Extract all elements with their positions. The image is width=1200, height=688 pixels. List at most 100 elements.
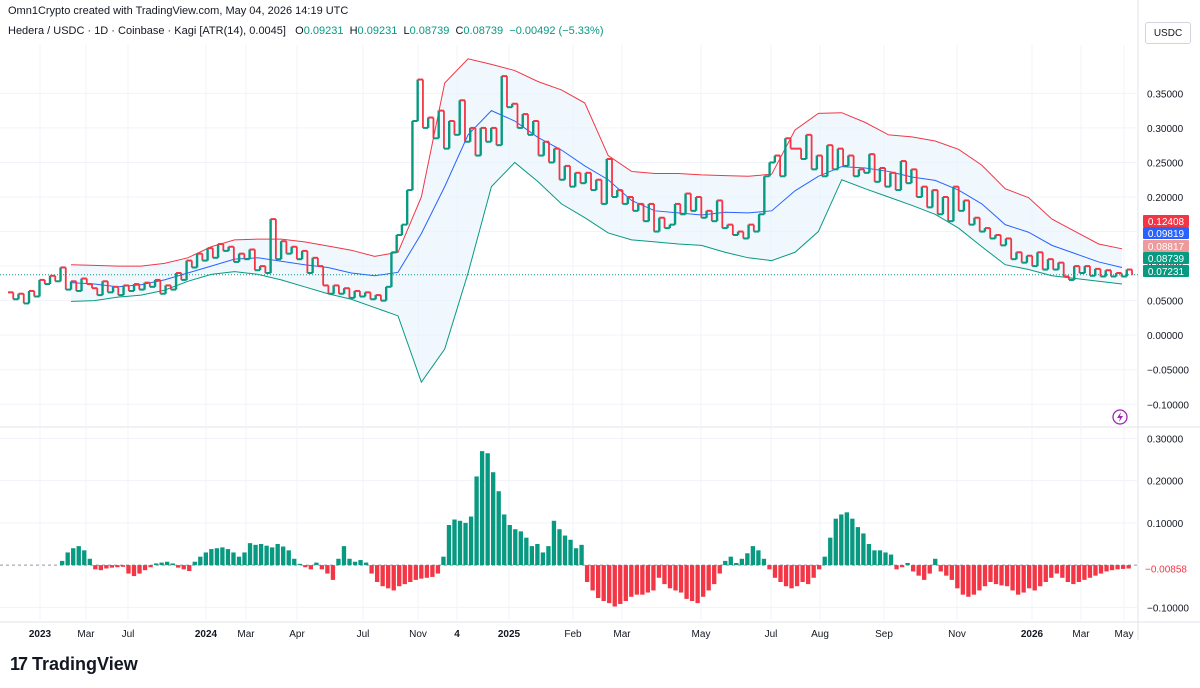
- osc-bar: [187, 565, 192, 572]
- osc-bar: [1027, 565, 1032, 589]
- osc-bar: [971, 565, 977, 595]
- osc-bar: [203, 552, 208, 566]
- osc-y-tick-label: 0.20000: [1147, 477, 1184, 488]
- x-tick-label: Jul: [122, 629, 135, 640]
- osc-bar: [772, 565, 778, 578]
- osc-bar: [198, 556, 203, 566]
- osc-bar: [706, 565, 711, 591]
- x-tick-label: Mar: [613, 629, 631, 640]
- osc-bar: [944, 565, 949, 576]
- osc-bar: [584, 565, 590, 582]
- osc-bar: [966, 565, 971, 597]
- change-value: −0.00492 (−5.33%): [509, 25, 604, 37]
- osc-bar: [192, 561, 197, 566]
- osc-bar: [104, 565, 109, 569]
- osc-bar: [358, 560, 363, 566]
- osc-bar: [623, 565, 628, 601]
- y-tick-label: −0.05000: [1147, 366, 1189, 377]
- osc-bar: [524, 537, 529, 566]
- tradingview-brand: TradingView: [32, 654, 138, 674]
- osc-bar: [949, 565, 954, 580]
- osc-bar: [126, 565, 131, 574]
- osc-bar: [1115, 565, 1120, 570]
- x-tick-label: Sep: [875, 629, 893, 640]
- osc-bar: [93, 565, 98, 570]
- osc-bar: [1082, 565, 1087, 580]
- osc-bar: [1120, 565, 1126, 569]
- x-tick-label: Aug: [811, 629, 829, 640]
- tradingview-logo[interactable]: 17 TradingView: [10, 654, 138, 675]
- osc-bar: [1098, 565, 1104, 574]
- y-tick-label: 0.20000: [1147, 193, 1184, 204]
- osc-bar: [435, 565, 441, 574]
- x-tick-label: Feb: [564, 629, 582, 640]
- osc-bar: [540, 552, 546, 566]
- osc-bar: [800, 565, 805, 582]
- osc-bar: [474, 476, 479, 566]
- price-label-box: [1143, 252, 1189, 264]
- osc-bar: [612, 565, 617, 607]
- osc-bar: [1015, 565, 1021, 595]
- osc-bar: [1038, 565, 1043, 587]
- osc-bar: [336, 558, 341, 566]
- x-tick-label: 2026: [1021, 629, 1044, 640]
- osc-bar: [579, 544, 584, 566]
- osc-bar: [568, 539, 573, 566]
- price-label-text: 0.08739: [1148, 254, 1185, 265]
- price-label-box: [1143, 240, 1189, 252]
- osc-bar: [1104, 565, 1109, 572]
- osc-bar: [756, 550, 761, 566]
- osc-bar: [386, 565, 391, 589]
- osc-bar: [689, 565, 695, 601]
- osc-bar: [894, 565, 899, 570]
- osc-bar: [87, 558, 92, 566]
- osc-bar: [662, 565, 667, 585]
- price-label-box: [1143, 215, 1189, 227]
- osc-bar: [877, 550, 883, 566]
- osc-bar: [507, 525, 512, 566]
- osc-bar: [491, 472, 496, 566]
- osc-bar: [933, 558, 938, 566]
- price-label-text: 0.08817: [1148, 242, 1185, 253]
- osc-bar: [1071, 565, 1076, 585]
- symbol-title: Hedera / USDC · 1D · Coinbase · Kagi [AT…: [8, 25, 286, 37]
- x-tick-label: Mar: [1072, 629, 1090, 640]
- osc-bar: [640, 565, 645, 595]
- currency-selector[interactable]: USDC: [1145, 22, 1191, 44]
- osc-bar: [955, 565, 960, 589]
- open-value: 0.09231: [303, 25, 344, 37]
- alert-icon[interactable]: [1112, 409, 1128, 425]
- osc-bar: [441, 556, 446, 566]
- x-tick-label: 2023: [29, 629, 52, 640]
- osc-bar: [131, 565, 137, 577]
- osc-bar: [209, 549, 214, 566]
- osc-bar: [905, 563, 910, 566]
- osc-bar: [1060, 565, 1065, 578]
- price-label-text: 0.12408: [1148, 217, 1185, 228]
- osc-bar: [430, 565, 435, 577]
- osc-bar: [601, 565, 606, 601]
- osc-bar: [60, 560, 65, 566]
- symbol-legend: Hedera / USDC · 1D · Coinbase · Kagi [AT…: [8, 25, 603, 37]
- osc-bar: [170, 563, 175, 566]
- osc-bar: [872, 550, 877, 566]
- x-tick-label: Mar: [77, 629, 95, 640]
- osc-bar: [319, 565, 325, 570]
- osc-bar: [828, 537, 833, 566]
- osc-bar: [1043, 565, 1048, 582]
- osc-bar: [137, 565, 142, 574]
- grid-lines: [0, 0, 1200, 640]
- osc-bar: [281, 546, 286, 566]
- osc-bar: [479, 451, 485, 566]
- osc-bar: [397, 565, 402, 587]
- osc-bar: [247, 543, 253, 566]
- price-axes: 0.350000.300000.250000.200000.150000.100…: [1147, 89, 1189, 614]
- osc-bar: [71, 548, 76, 566]
- osc-bar: [927, 565, 932, 574]
- osc-bar: [308, 565, 313, 570]
- osc-bar: [607, 565, 612, 604]
- osc-bar: [833, 518, 838, 566]
- osc-bar: [314, 562, 319, 566]
- osc-bar: [988, 565, 993, 582]
